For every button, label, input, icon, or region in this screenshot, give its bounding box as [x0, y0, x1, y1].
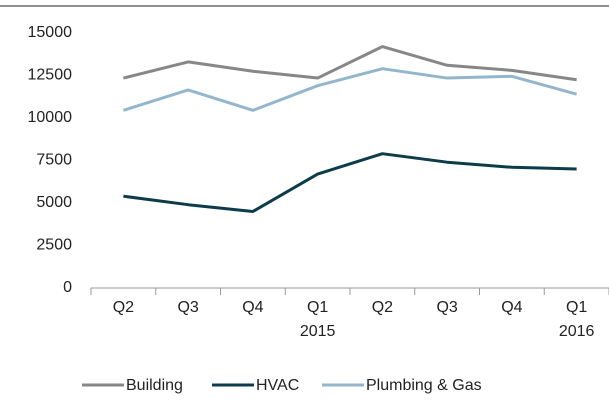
- x-tick-label: Q2: [113, 299, 134, 316]
- y-tick-label: 7500: [36, 152, 72, 169]
- series-line: [123, 152, 577, 213]
- x-tick-label: Q1: [566, 299, 587, 316]
- series-line: [123, 45, 577, 82]
- x-tick-label: 2015: [300, 323, 336, 340]
- legend-label: Plumbing & Gas: [366, 377, 482, 394]
- legend-label: HVAC: [256, 377, 299, 394]
- x-tick-label: 2016: [559, 323, 595, 340]
- y-tick-label: 5000: [36, 194, 72, 211]
- y-tick-label: 10000: [28, 109, 73, 126]
- x-tick-label: Q2: [372, 299, 393, 316]
- legend-label: Building: [126, 377, 183, 394]
- x-tick-label: Q1: [307, 299, 328, 316]
- y-tick-label: 0: [63, 279, 72, 296]
- y-tick-label: 12500: [28, 67, 73, 84]
- y-tick-label: 2500: [36, 237, 72, 254]
- y-tick-label: 15000: [28, 24, 73, 41]
- x-tick-label: Q3: [436, 299, 457, 316]
- x-tick-label: Q4: [242, 299, 263, 316]
- x-tick-label: Q3: [177, 299, 198, 316]
- x-tick-label: Q4: [501, 299, 522, 316]
- series-line: [122, 67, 578, 112]
